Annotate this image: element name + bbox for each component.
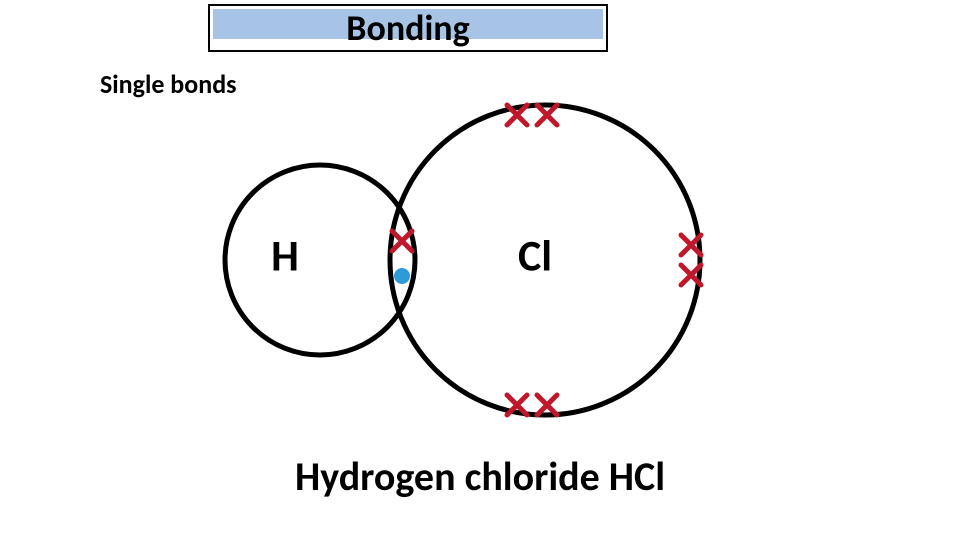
atom-label-H: H <box>271 229 299 283</box>
lewis-diagram-svg: H Cl <box>195 95 755 435</box>
electron-cross <box>537 395 557 415</box>
atom-label-Cl: Cl <box>518 229 552 283</box>
title-box: Bonding <box>208 4 608 52</box>
electron-cross <box>537 105 557 125</box>
H-shell <box>225 165 415 355</box>
molecule-caption: Hydrogen chloride HCl <box>0 452 960 501</box>
electron-cross <box>392 231 412 251</box>
electron-dot <box>394 268 410 284</box>
bonding-diagram: H Cl <box>195 95 755 435</box>
page-title: Bonding <box>210 6 606 50</box>
